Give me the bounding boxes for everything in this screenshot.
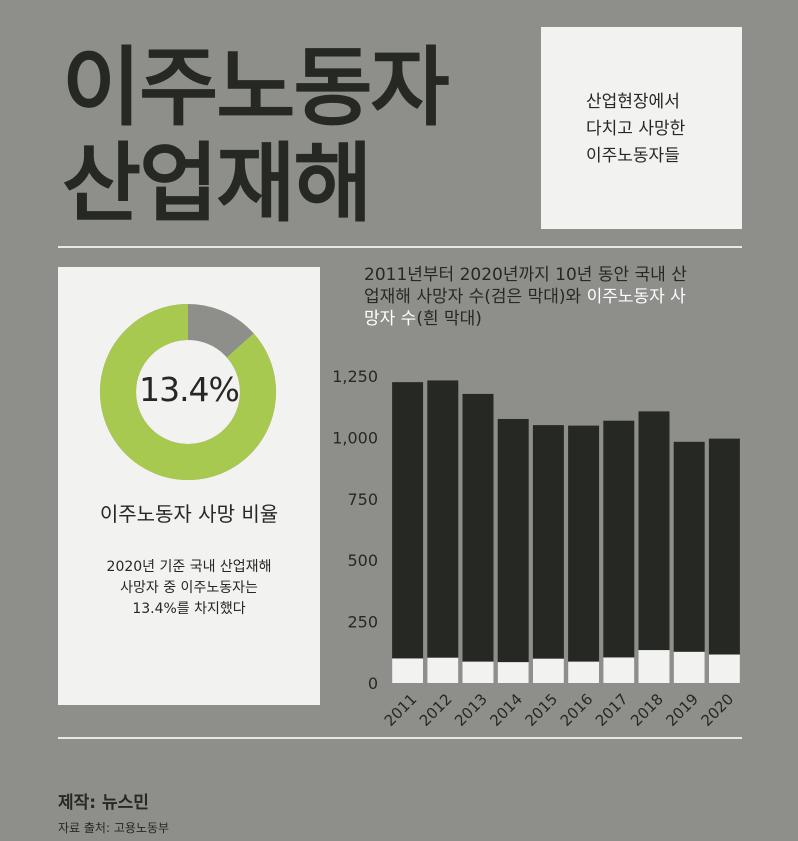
donut-percent-label: 13.4% [139,370,240,409]
x-tick-label: 2012 [416,690,456,730]
bar-total [638,411,670,683]
bar-total [392,382,424,683]
x-tick-label: 2013 [451,690,491,730]
bar-migrant [532,658,564,683]
chart-title-line-3-light: 망자 수 [364,309,417,329]
donut-note: 2020년 기준 국내 산업재해 사망자 중 이주노동자는 13.4%를 차지했… [58,557,320,620]
page-title: 이주노동자 산업재해 [62,38,450,234]
chart-title-line-2-dark: 업재해 사망자 수(검은 막대)와 [364,287,587,307]
x-tick-label: 2015 [521,690,561,730]
bar-migrant [462,661,494,683]
bar-migrant [603,657,635,683]
donut-card: 13.4% 이주노동자 사망 비율 2020년 기준 국내 산업재해 사망자 중… [58,267,320,705]
bar-migrant [638,650,670,683]
bar-total [497,418,529,683]
title-line-2: 산업재해 [62,134,372,234]
donut-note-line-2: 사망자 중 이주노동자는 [120,580,258,596]
x-tick-label: 2016 [557,690,597,730]
x-tick-label: 2017 [592,690,632,730]
description-box: 산업현장에서 다치고 사망한 이주노동자들 [541,27,742,229]
credit: 제작: 뉴스민 [58,793,149,813]
donut-note-line-3: 13.4%를 차지했다 [132,601,246,617]
chart-title-line-3: 망자 수(흰 막대) [364,308,744,330]
bar-migrant [708,654,740,683]
x-tick-label: 2011 [381,690,421,730]
y-tick-label: 750 [347,490,378,509]
bar-migrant [392,658,424,683]
top-divider [58,246,742,248]
bar-total [673,441,705,683]
bar-total [462,393,494,683]
donut-chart [100,304,276,480]
y-tick-label: 250 [347,613,378,632]
x-tick-label: 2018 [627,690,667,730]
chart-title-line-3-dark: (흰 막대) [416,309,482,329]
x-tick-label: 2014 [486,690,526,730]
title-line-1: 이주노동자 [62,38,450,138]
bar-total [708,438,740,683]
bar-total [427,380,459,683]
description-line-1: 산업현장에서 [586,92,680,112]
y-tick-label: 0 [368,674,378,693]
bar-migrant [673,651,705,683]
y-tick-label: 1,000 [332,428,378,447]
description-line-3: 이주노동자들 [586,146,680,166]
bar-migrant [568,661,600,683]
bar-total [568,425,600,683]
y-tick-label: 500 [347,551,378,570]
x-tick-label: 2020 [697,690,737,730]
chart-title-line-1: 2011년부터 2020년까지 10년 동안 국내 산 [364,265,687,285]
chart-title-line-2: 업재해 사망자 수(검은 막대)와 이주노동자 사 [364,286,744,308]
bar-total [603,420,635,683]
donut-note-line-1: 2020년 기준 국내 산업재해 [106,559,272,575]
description-line-2: 다치고 사망한 [586,119,686,139]
x-tick-label: 2019 [662,690,702,730]
donut-title: 이주노동자 사망 비율 [99,502,279,526]
bar-total [532,425,564,683]
chart-title-line-2-light: 이주노동자 사 [586,287,686,307]
y-tick-label: 1,250 [332,367,378,386]
chart-title: 2011년부터 2020년까지 10년 동안 국내 산 업재해 사망자 수(검은… [364,264,744,330]
bar-migrant [427,657,459,683]
source-note: 자료 출처: 고용노동부 [58,821,170,835]
donut-share-arc [100,304,276,480]
bottom-divider [58,737,742,739]
bar-migrant [497,662,529,683]
